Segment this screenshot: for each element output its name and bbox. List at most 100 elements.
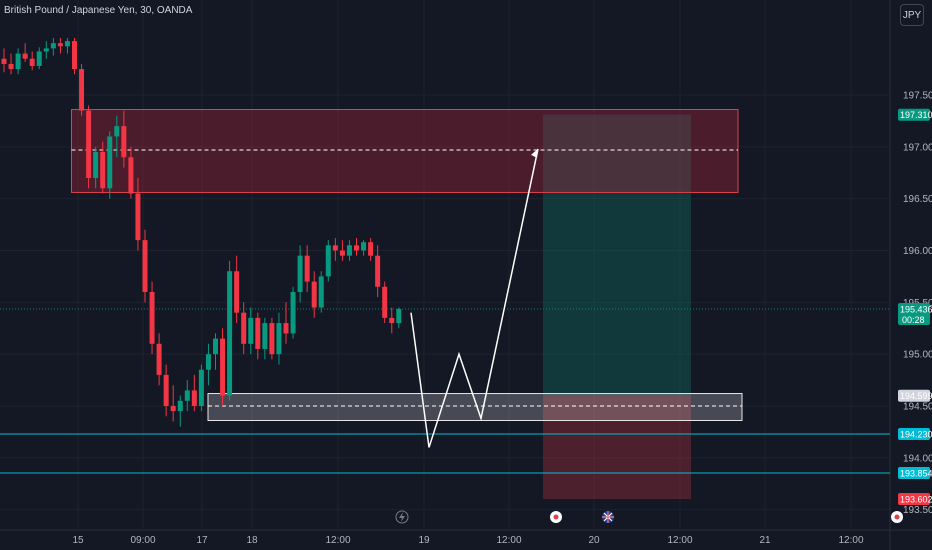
candle-body xyxy=(170,405,176,412)
uk-flag-icon-red xyxy=(602,511,614,523)
candle-body xyxy=(283,323,289,334)
candle-body xyxy=(100,152,106,189)
candle xyxy=(205,343,211,386)
candlesticks xyxy=(1,38,402,427)
candle xyxy=(283,302,289,344)
candle-body xyxy=(142,240,148,292)
current-price-badge-label: 195.436 xyxy=(900,304,932,314)
candle xyxy=(184,380,190,412)
time-tick-label: 21 xyxy=(759,535,771,546)
candle xyxy=(1,48,7,73)
candle xyxy=(57,38,63,54)
candle xyxy=(276,312,282,365)
price-tick-label: 197.000 xyxy=(903,142,932,153)
candle-body xyxy=(311,281,317,308)
candle xyxy=(361,240,367,256)
support-zone xyxy=(207,393,743,421)
candle-body xyxy=(375,255,381,287)
candle-body xyxy=(1,58,7,64)
candle xyxy=(177,395,183,427)
candle-body xyxy=(346,245,352,256)
projection-arrowhead xyxy=(531,148,538,158)
candle-body xyxy=(262,323,268,349)
event-markers xyxy=(395,510,903,524)
target-price-badge xyxy=(898,108,930,121)
price-tick-label: 193.500 xyxy=(903,505,932,516)
candle-body xyxy=(332,245,338,251)
candle-body xyxy=(205,354,211,370)
flash-event-icon[interactable] xyxy=(395,510,409,524)
candle xyxy=(375,245,381,298)
current-price-badge-countdown: 00:28 xyxy=(902,315,925,325)
drawings-back xyxy=(0,109,890,500)
support-2-badge-label: 193.854 xyxy=(900,468,932,478)
drawings-front xyxy=(410,148,539,448)
candle-body xyxy=(29,58,35,66)
candle xyxy=(156,333,162,386)
time-tick-label: 19 xyxy=(418,535,430,546)
candle-body xyxy=(220,338,226,396)
candle xyxy=(128,146,134,199)
candle xyxy=(135,177,141,251)
time-tick-label: 17 xyxy=(196,535,208,546)
candle-body xyxy=(43,48,49,52)
price-axis-pane[interactable] xyxy=(890,0,932,530)
candle xyxy=(22,43,28,62)
candle-body xyxy=(396,308,402,324)
candle xyxy=(368,238,374,261)
japan-flag-icon-2[interactable] xyxy=(891,511,903,523)
uk-flag-icon[interactable] xyxy=(602,511,614,523)
japan-flag-icon[interactable] xyxy=(550,511,562,523)
candle-body xyxy=(297,255,303,292)
candle xyxy=(198,364,204,412)
chart-pane[interactable] xyxy=(0,0,890,530)
candle-body xyxy=(191,390,197,406)
candle-body xyxy=(304,255,310,282)
candle xyxy=(29,51,35,71)
target-price-badge-label: 197.310 xyxy=(900,110,932,120)
candle xyxy=(269,317,275,360)
entry-price-badge xyxy=(898,389,930,402)
candle xyxy=(50,38,56,56)
flash-event-icon-ring xyxy=(395,510,409,524)
time-axis-pane[interactable] xyxy=(0,530,932,550)
chart-title: British Pound / Japanese Yen, 30, OANDA xyxy=(4,5,193,16)
candle-body xyxy=(325,245,331,277)
candle-body xyxy=(57,43,63,47)
candle-body xyxy=(368,242,374,256)
candle-body xyxy=(156,343,162,375)
price-axis: 197.500197.000196.500196.000195.500195.0… xyxy=(898,91,932,516)
grid xyxy=(0,0,890,530)
price-tick-label: 196.000 xyxy=(903,246,932,257)
candle-body xyxy=(354,245,359,251)
time-tick-label: 12:00 xyxy=(325,535,350,546)
candle-body xyxy=(269,323,275,355)
candle xyxy=(86,105,92,189)
support-2-badge xyxy=(898,466,930,479)
candle-body xyxy=(93,152,99,178)
profit-zone xyxy=(543,114,691,396)
candle-body xyxy=(50,43,56,49)
candle xyxy=(36,47,42,70)
candle xyxy=(255,312,261,360)
candle xyxy=(311,271,317,318)
current-price-badge xyxy=(898,302,930,325)
candle xyxy=(220,328,226,406)
candle xyxy=(382,281,388,324)
candle xyxy=(114,115,120,158)
candle xyxy=(290,286,296,339)
candle xyxy=(43,41,49,59)
candle-body xyxy=(276,323,282,355)
candle-body xyxy=(36,51,42,66)
price-tick-label: 197.500 xyxy=(903,91,932,102)
candle xyxy=(396,307,402,329)
candle xyxy=(163,364,169,417)
candle-body xyxy=(64,41,70,47)
candle xyxy=(262,317,268,360)
stop-price-badge xyxy=(898,493,930,506)
candle-body xyxy=(213,338,218,355)
currency-button[interactable]: JPY xyxy=(900,4,924,26)
stop-price-badge-label: 193.602 xyxy=(900,495,932,505)
entry-price-badge-label: 194.599 xyxy=(900,391,932,401)
